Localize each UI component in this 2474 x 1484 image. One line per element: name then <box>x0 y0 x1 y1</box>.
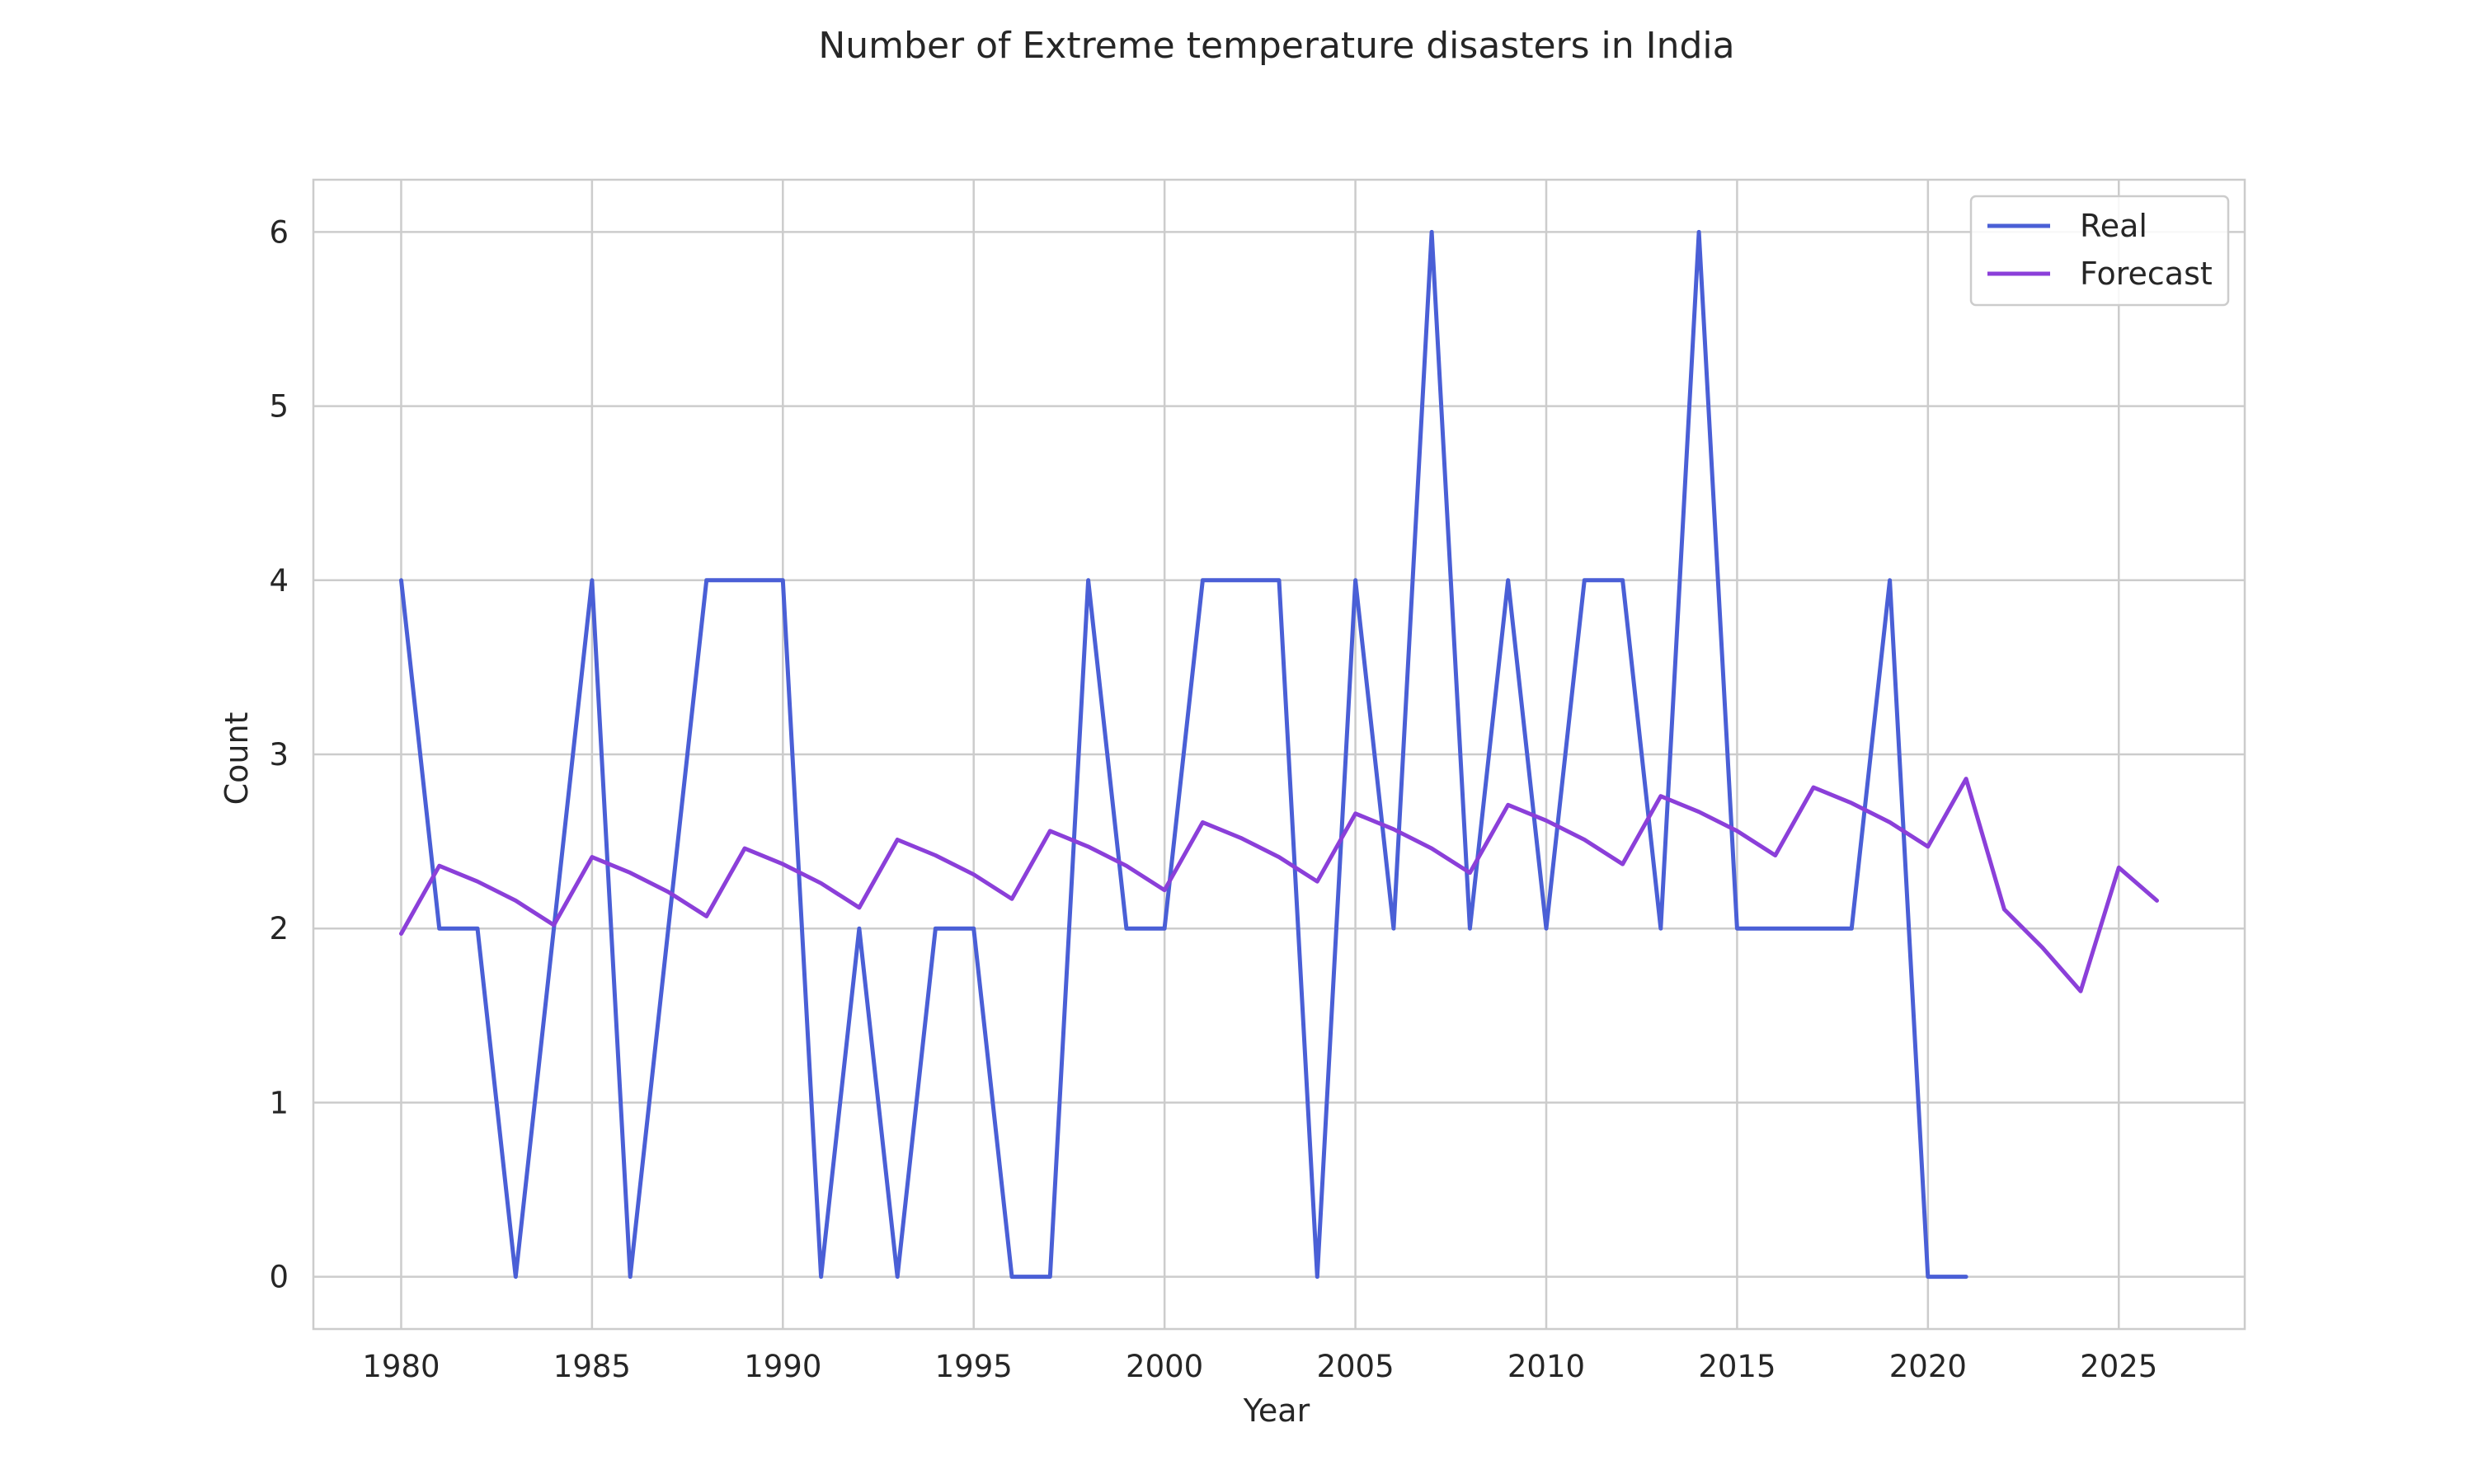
y-tick-label: 6 <box>269 214 289 250</box>
x-tick-label: 1985 <box>553 1349 631 1384</box>
chart-title: Number of Extreme temperature disasters … <box>818 25 1734 67</box>
y-axis-label: Count <box>219 712 255 805</box>
y-tick-label: 4 <box>269 563 289 599</box>
x-tick-label: 1980 <box>362 1349 440 1384</box>
legend-label: Real <box>2080 208 2147 244</box>
series-line-forecast <box>399 777 2159 993</box>
x-tick-label: 2000 <box>1126 1349 1203 1384</box>
legend: Real Forecast <box>1969 195 2230 307</box>
x-tick-label: 1995 <box>935 1349 1013 1384</box>
x-tick-label: 2025 <box>2080 1349 2157 1384</box>
y-tick-label: 2 <box>269 911 289 946</box>
y-axis-ticks: 0 1 2 3 4 5 6 <box>269 214 289 1294</box>
grid <box>313 180 2245 1329</box>
x-tick-label: 2010 <box>1507 1349 1585 1384</box>
x-axis-ticks: 1980 1985 1990 1995 2000 2005 2010 2015 2020 2025 <box>362 1349 2157 1384</box>
series-layer <box>399 229 2159 1280</box>
y-tick-label: 1 <box>269 1085 289 1120</box>
y-tick-label: 3 <box>269 737 289 773</box>
series-line-real <box>399 229 1968 1280</box>
x-tick-label: 2005 <box>1316 1349 1394 1384</box>
x-tick-label: 2020 <box>1889 1349 1967 1384</box>
x-tick-label: 1990 <box>744 1349 821 1384</box>
plot-area-frame <box>312 178 2246 1331</box>
legend-box <box>1969 195 2230 307</box>
y-tick-label: 0 <box>269 1260 289 1295</box>
x-axis-label: Year <box>1243 1392 1310 1429</box>
legend-label: Forecast <box>2080 256 2213 292</box>
x-tick-label: 2015 <box>1698 1349 1776 1384</box>
y-tick-label: 5 <box>269 389 289 425</box>
